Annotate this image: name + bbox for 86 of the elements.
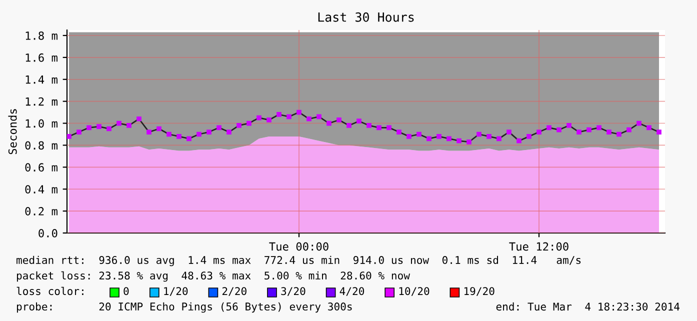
point xyxy=(236,123,242,128)
point xyxy=(636,120,642,126)
text: 2/20 xyxy=(222,287,246,296)
point xyxy=(416,132,422,137)
point xyxy=(646,125,652,130)
point xyxy=(146,130,152,134)
point xyxy=(276,112,282,117)
point xyxy=(466,139,472,144)
y-tick-label: 1.8 m xyxy=(26,31,58,40)
point xyxy=(396,130,402,134)
text: 0 xyxy=(124,287,129,296)
point xyxy=(346,123,352,128)
text: 19/20 xyxy=(464,287,494,296)
x-tick-label: Tue 00:00 xyxy=(269,242,328,251)
point xyxy=(67,134,72,139)
point xyxy=(246,120,252,126)
point xyxy=(546,125,552,130)
y-tick-label: 1.4 m xyxy=(26,76,58,84)
point xyxy=(536,130,542,134)
point xyxy=(296,110,302,115)
text: packet loss: 23.58 % avg 48.63 % max 5.00 % min 28.60 % now xyxy=(16,271,410,282)
point xyxy=(186,136,192,142)
chart-title: Last 30 Hours xyxy=(318,12,414,22)
point xyxy=(426,136,432,142)
point xyxy=(566,123,572,128)
point xyxy=(336,118,342,122)
point xyxy=(166,132,172,137)
point xyxy=(176,134,182,139)
text: end: Tue Mar 4 18:23:30 2014 xyxy=(496,302,680,311)
point xyxy=(116,120,122,126)
point xyxy=(516,138,522,144)
point xyxy=(586,127,592,132)
point xyxy=(206,130,212,134)
point xyxy=(376,125,382,130)
point xyxy=(556,127,562,132)
text: median rtt: 936.0 us avg 1.4 ms max 772.4 us min 914.0 us now 0.1 ms sd 11.4 am/s xyxy=(16,256,581,266)
point xyxy=(436,134,442,139)
point xyxy=(576,130,582,134)
point xyxy=(486,134,492,139)
point xyxy=(506,130,512,134)
point xyxy=(356,118,362,124)
point xyxy=(96,124,102,129)
point xyxy=(326,120,332,126)
y-tick-label: 1.6 m xyxy=(26,53,58,62)
point xyxy=(386,125,392,130)
text: 3/20 xyxy=(281,287,306,296)
point xyxy=(526,134,532,139)
text: 4/20 xyxy=(340,287,364,296)
point xyxy=(496,136,502,142)
point xyxy=(286,114,292,120)
point xyxy=(626,127,632,132)
point xyxy=(136,116,142,122)
text: probe: 20 ICMP Echo Pings (56 Bytes) every 300s xyxy=(16,302,352,313)
y-tick-label: 0.2 m xyxy=(25,207,58,216)
y-tick-label: 1.2 m xyxy=(26,97,58,106)
point xyxy=(106,126,112,132)
y-tick-label: 0.8 m xyxy=(25,141,58,150)
point xyxy=(406,134,412,139)
point xyxy=(306,116,312,122)
point xyxy=(456,138,462,144)
y-tick-label: 0.4 m xyxy=(25,185,58,194)
point xyxy=(86,125,92,130)
text: loss color: xyxy=(16,286,84,296)
point xyxy=(226,130,232,134)
y-tick-label: 1.0 m xyxy=(26,119,58,128)
point xyxy=(476,132,482,137)
text: 10/20 xyxy=(399,287,430,296)
point xyxy=(256,115,262,120)
y-tick-label: 0.0 xyxy=(38,229,58,238)
point xyxy=(656,130,662,134)
point xyxy=(156,126,162,132)
x-tick-label: Tue 12:00 xyxy=(509,242,568,251)
point xyxy=(196,132,202,137)
y-tick-label: 0.6 m xyxy=(25,163,58,172)
point xyxy=(606,130,612,134)
point xyxy=(126,123,132,128)
point xyxy=(446,136,452,142)
point xyxy=(76,130,82,134)
point xyxy=(316,114,322,120)
text: 1/20 xyxy=(164,287,188,296)
point xyxy=(216,125,222,130)
point xyxy=(596,125,602,130)
point xyxy=(266,118,272,122)
y-axis-title: Seconds xyxy=(8,109,17,154)
point xyxy=(366,123,372,128)
point xyxy=(616,132,622,137)
